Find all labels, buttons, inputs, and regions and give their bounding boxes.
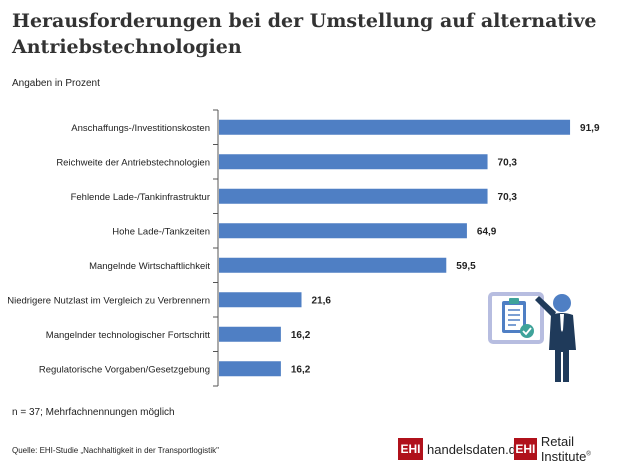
value-label: 70,3 bbox=[498, 192, 518, 203]
value-label: 91,9 bbox=[580, 123, 600, 134]
category-label: Hohe Lade-/Tankzeiten bbox=[112, 226, 210, 237]
logo-handelsdaten[interactable]: EHI handelsdaten.de bbox=[398, 438, 523, 460]
value-label: 21,6 bbox=[312, 295, 332, 306]
value-label: 64,9 bbox=[477, 226, 497, 237]
logo-text-main: Retail Institute bbox=[540, 434, 587, 464]
bar bbox=[219, 119, 571, 135]
bar bbox=[219, 326, 281, 342]
ehi-badge: EHI bbox=[514, 438, 537, 460]
chart-title: Herausforderungen bei der Umstellung auf… bbox=[12, 10, 597, 58]
bar bbox=[219, 292, 302, 308]
category-label: Anschaffungs-/Investitionskosten bbox=[71, 123, 210, 134]
value-label: 70,3 bbox=[498, 157, 518, 168]
bar bbox=[219, 188, 488, 204]
source-note: Quelle: EHI-Studie „Nachhaltigkeit in de… bbox=[12, 446, 219, 455]
logo-ehi-retail-institute[interactable]: EHI Retail Institute® bbox=[514, 434, 620, 464]
category-label: Fehlende Lade-/Tankinfrastruktur bbox=[71, 192, 210, 203]
value-label: 16,2 bbox=[291, 364, 311, 375]
category-label: Reichweite der Antriebstechnologien bbox=[56, 157, 210, 168]
category-label: Niedrigere Nutzlast im Vergleich zu Verb… bbox=[7, 295, 210, 306]
category-label: Mangelnde Wirtschaftlichkeit bbox=[89, 261, 210, 272]
category-label: Mangelnder technologischer Fortschritt bbox=[46, 330, 211, 341]
category-label: Regulatorische Vorgaben/Gesetzgebung bbox=[39, 364, 210, 375]
logo-text: Retail Institute® bbox=[541, 434, 620, 464]
sample-note: n = 37; Mehrfachnennungen möglich bbox=[12, 407, 175, 418]
logo-text: handelsdaten.de bbox=[427, 441, 524, 457]
ehi-badge: EHI bbox=[398, 438, 423, 460]
value-label: 16,2 bbox=[291, 330, 311, 341]
bar-chart: Anschaffungs-/Investitionskosten 91,9 Reic… bbox=[7, 109, 600, 387]
bar bbox=[219, 361, 281, 377]
bar bbox=[219, 257, 447, 273]
bar bbox=[219, 154, 488, 170]
chart-subtitle: Angaben in Prozent bbox=[12, 78, 100, 89]
registered-mark: ® bbox=[586, 451, 591, 458]
value-label: 59,5 bbox=[456, 261, 476, 272]
presenter-clipboard-icon bbox=[488, 292, 576, 382]
bar bbox=[219, 223, 467, 239]
